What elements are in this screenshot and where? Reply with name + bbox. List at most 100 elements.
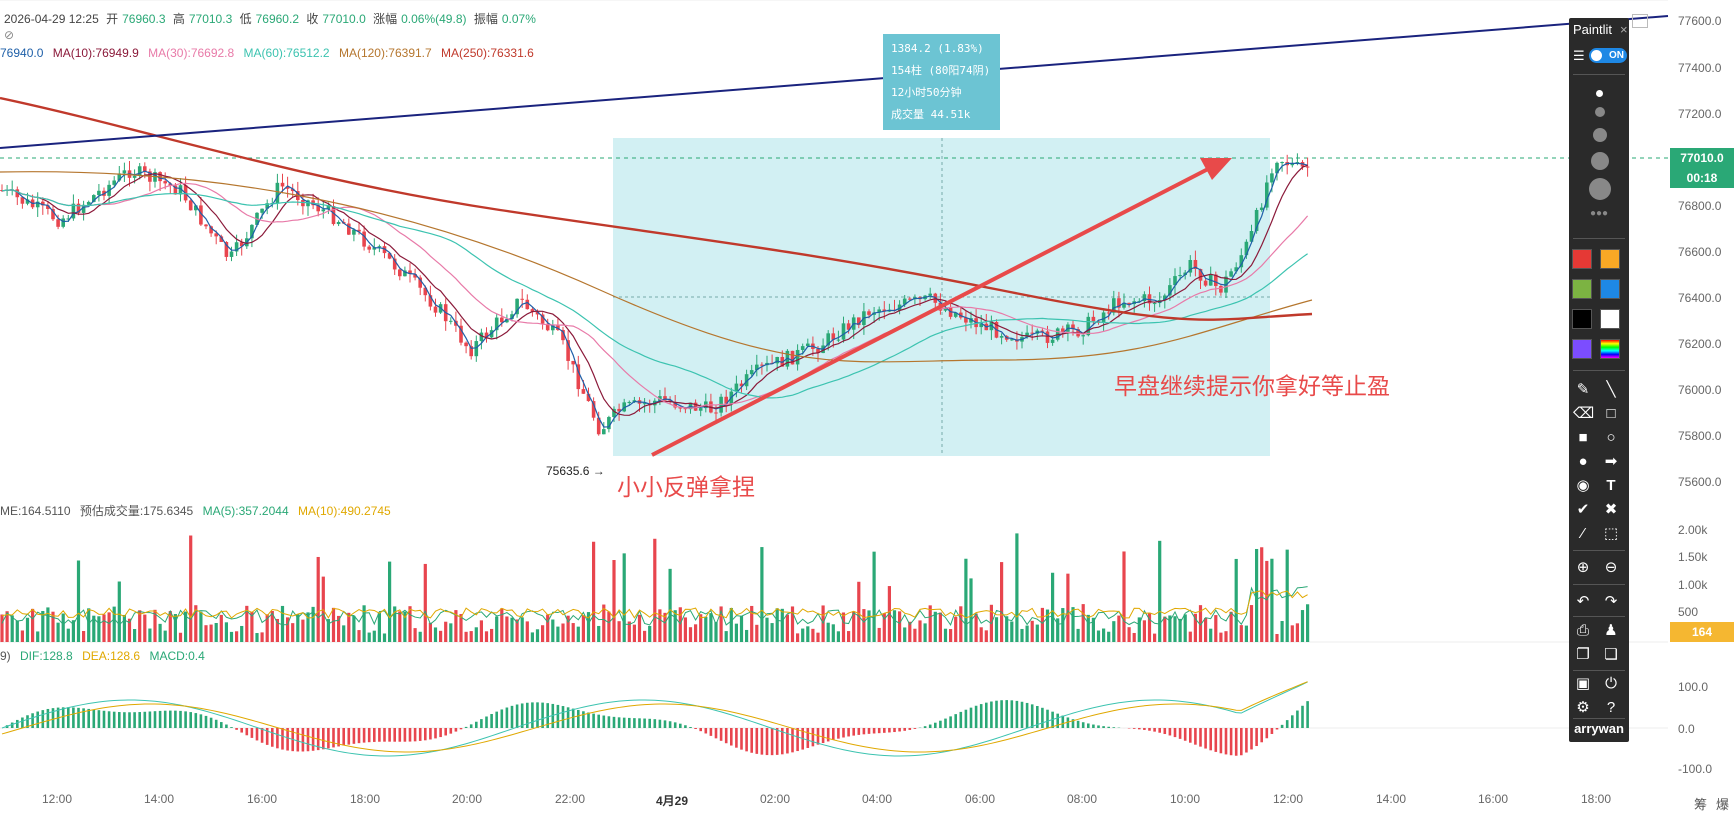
macd-histogram-bar [638, 718, 641, 728]
power-icon[interactable]: ⏻ [1605, 675, 1617, 692]
macd-histogram-bar [413, 728, 417, 742]
macd-histogram-bar [209, 717, 213, 728]
cross-icon[interactable]: ✖ [1604, 501, 1618, 518]
candle-body [999, 336, 1004, 338]
volume-bar [1035, 624, 1039, 642]
volume-bar [449, 623, 453, 642]
chip-button[interactable]: 筹 [1694, 797, 1708, 812]
help-icon[interactable]: ? [1606, 699, 1616, 716]
color-orange[interactable] [1600, 249, 1620, 269]
macd-histogram-bar [1178, 728, 1182, 739]
volume-bar [857, 581, 861, 642]
candle-body [132, 175, 137, 178]
print-icon[interactable]: ⎙ [1576, 622, 1589, 639]
brush-size-5[interactable] [1589, 178, 1611, 200]
candle-body [867, 311, 871, 315]
brush-size-slider[interactable] [1573, 74, 1625, 75]
eyedropper-icon[interactable]: ⁄ [1581, 525, 1585, 542]
price-axis[interactable]: 77600.0 77400.0 77200.0 76800.0 76600.0 … [1668, 0, 1736, 814]
paintlit-close-icon[interactable]: × [1620, 22, 1628, 37]
macd-histogram-bar [520, 703, 524, 728]
text-tool-icon[interactable]: T [1606, 477, 1616, 494]
line-tool-icon[interactable]: ╲ [1606, 381, 1616, 398]
paste-icon[interactable]: ❏ [1604, 646, 1618, 663]
color-blue[interactable] [1600, 279, 1620, 299]
arrow-tool-icon[interactable]: ➡ [1604, 453, 1618, 470]
brush-size-1[interactable] [1596, 90, 1603, 97]
volume-bar [1020, 628, 1024, 642]
copy-icon[interactable]: ❐ [1576, 646, 1590, 663]
clear-icon[interactable]: ♟ [1604, 622, 1618, 639]
candle-body [566, 340, 570, 361]
color-white[interactable] [1600, 309, 1620, 329]
macd-histogram-bar [112, 711, 116, 728]
brush-size-2[interactable] [1595, 107, 1605, 117]
volume-bar [1158, 540, 1162, 642]
liquidation-button[interactable]: 爆 [1716, 797, 1730, 812]
pencil-icon[interactable]: ✎ [1576, 381, 1590, 398]
macd-histogram-bar [373, 728, 376, 742]
stamp-icon[interactable]: ◉ [1576, 477, 1590, 494]
time-tick: 02:00 [760, 792, 791, 806]
select-area-icon[interactable]: ⬚ [1603, 525, 1619, 542]
candle-body [326, 206, 331, 210]
candle-body [902, 298, 907, 305]
undo-icon[interactable]: ↶ [1576, 593, 1590, 610]
macd-histogram-bar [77, 707, 80, 728]
macd-histogram-bar [1285, 720, 1289, 728]
menu-list-icon[interactable]: ☰ [1573, 48, 1585, 63]
macd-histogram-bar [745, 728, 748, 752]
color-green[interactable] [1572, 279, 1592, 299]
settings-gear-icon[interactable]: ⚙ [1576, 699, 1590, 716]
candle-body [617, 408, 621, 412]
color-red[interactable] [1572, 249, 1592, 269]
ellipse-filled-icon[interactable]: ● [1578, 453, 1588, 470]
candle-body [408, 270, 412, 275]
save-icon[interactable]: ▣ [1575, 675, 1591, 692]
volume-current-badge: 164 [1670, 622, 1734, 642]
macd-histogram-bar [1209, 728, 1212, 751]
check-icon[interactable]: ✔ [1576, 501, 1590, 518]
volume-bar [790, 606, 795, 642]
paintlit-toggle[interactable]: ON [1589, 48, 1627, 63]
macd-histogram-bar [877, 728, 881, 734]
volume-bar [280, 605, 285, 642]
annotation-bottom[interactable]: 小小反弹拿捏 [617, 474, 755, 500]
ma-legend-3: MA(60):76512.2 [243, 46, 330, 60]
redo-icon[interactable]: ↷ [1604, 593, 1618, 610]
eraser-icon[interactable]: ⌫ [1573, 405, 1595, 422]
hide-eye-icon[interactable]: ⊘ [4, 28, 15, 42]
amplitude-label: 振幅 [473, 12, 498, 26]
price-tick: 76400.0 [1678, 291, 1722, 305]
volume-bar [775, 608, 779, 642]
macd-histogram-bar [1020, 701, 1024, 728]
time-tick: 14:00 [144, 792, 175, 806]
zoom-in-icon[interactable]: ⊕ [1576, 559, 1590, 576]
ellipse-outline-icon[interactable]: ○ [1606, 429, 1616, 446]
macd-histogram-bar [505, 707, 509, 728]
rectangle-filled-icon[interactable]: ■ [1578, 429, 1588, 446]
volume-bar [439, 630, 443, 642]
volume-bar [127, 618, 132, 642]
macd-histogram-bar [689, 727, 692, 728]
volume-bar [270, 610, 274, 642]
separator [1573, 550, 1625, 551]
volume-bar [571, 623, 575, 642]
more-sizes-icon[interactable]: ●●● [1589, 208, 1609, 219]
brush-size-3[interactable] [1593, 128, 1607, 142]
color-purple[interactable] [1572, 339, 1592, 359]
macd-histogram-bar [1270, 728, 1274, 734]
color-rainbow[interactable] [1600, 339, 1620, 359]
volume-bar [602, 604, 606, 642]
volume-bar [1209, 628, 1213, 642]
annotation-right[interactable]: 早盘继续提示你拿好等止盈 [1114, 373, 1390, 399]
volume-bar [479, 620, 483, 642]
color-black[interactable] [1572, 309, 1592, 329]
macd-histogram-bar [214, 719, 218, 728]
fullscreen-icon[interactable] [1632, 14, 1648, 28]
zoom-out-icon[interactable]: ⊖ [1604, 559, 1618, 576]
macd-histogram-bar [826, 728, 830, 742]
brush-size-4[interactable] [1591, 152, 1609, 170]
rectangle-outline-icon[interactable]: □ [1606, 405, 1616, 422]
